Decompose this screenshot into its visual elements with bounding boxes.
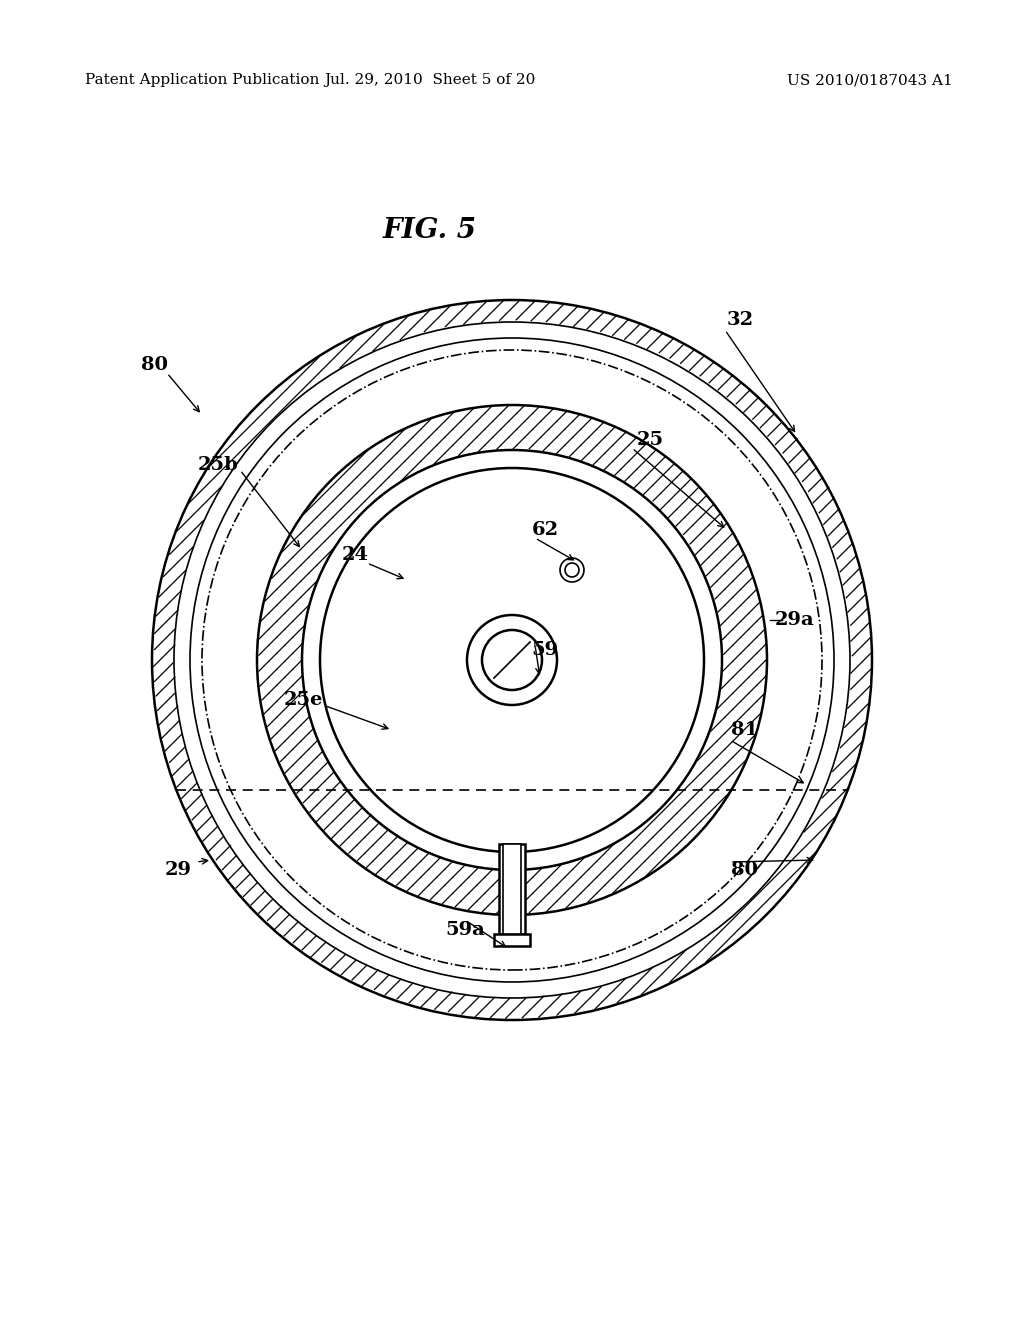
Text: 24: 24 — [341, 546, 369, 564]
Text: Patent Application Publication: Patent Application Publication — [85, 73, 319, 87]
Text: 80: 80 — [141, 356, 169, 374]
Text: 32: 32 — [726, 312, 754, 329]
Text: 59: 59 — [531, 642, 558, 659]
Circle shape — [560, 558, 584, 582]
Text: 25: 25 — [637, 432, 664, 449]
Text: 29a: 29a — [775, 611, 815, 630]
Circle shape — [467, 615, 557, 705]
Bar — [499, 843, 525, 935]
Circle shape — [482, 630, 542, 690]
Text: US 2010/0187043 A1: US 2010/0187043 A1 — [787, 73, 953, 87]
Circle shape — [565, 564, 579, 577]
Text: 25b: 25b — [198, 455, 239, 474]
Circle shape — [319, 469, 705, 851]
Text: 81: 81 — [731, 721, 759, 739]
Text: 59a: 59a — [445, 921, 485, 939]
Text: FIG. 5: FIG. 5 — [383, 216, 477, 243]
Text: 29: 29 — [165, 861, 191, 879]
Bar — [503, 843, 521, 935]
Text: 25e: 25e — [284, 690, 323, 709]
Text: Jul. 29, 2010  Sheet 5 of 20: Jul. 29, 2010 Sheet 5 of 20 — [325, 73, 536, 87]
Bar — [494, 935, 530, 946]
Text: 62: 62 — [531, 521, 558, 539]
Text: 80: 80 — [731, 861, 759, 879]
